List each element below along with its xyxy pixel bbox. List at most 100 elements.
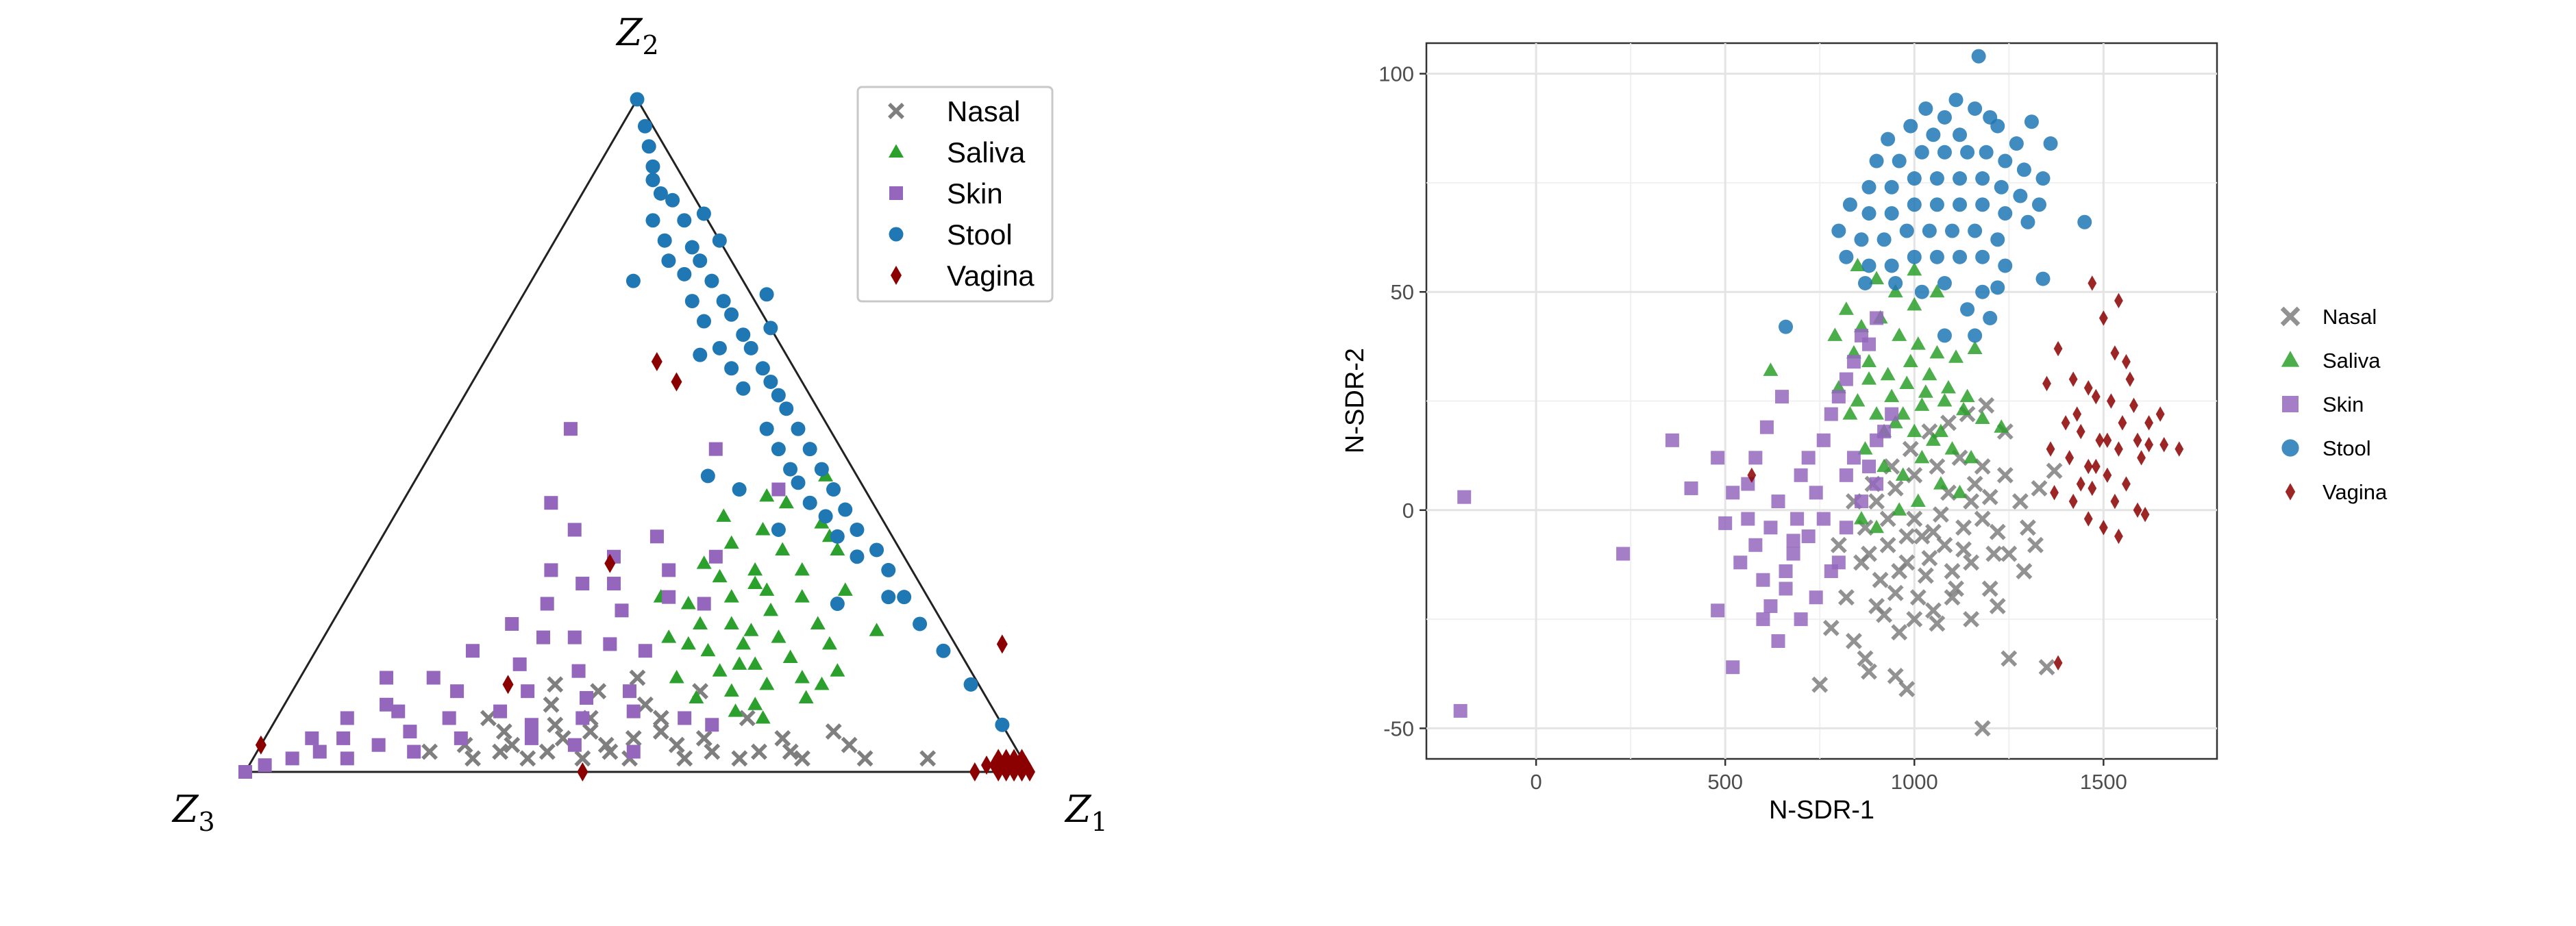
- sdr-point-saliva: [1994, 419, 2009, 433]
- ternary-point-nasal: [782, 743, 799, 760]
- ternary-point-nasal: [574, 750, 591, 767]
- sdr-point-stool: [1968, 223, 1983, 238]
- sdr-point-skin: [1786, 547, 1800, 561]
- ternary-point-nasal: [668, 736, 685, 753]
- ternary-point-stool: [759, 287, 774, 302]
- ternary-point-nasal: [519, 750, 536, 767]
- sdr-point-saliva: [1907, 262, 1922, 276]
- sdr-point-nasal: [1932, 506, 1949, 523]
- sdr-point-saliva: [1937, 393, 1953, 407]
- sdr-point-vagina: [2144, 437, 2154, 453]
- ternary-legend-key-saliva: [889, 144, 904, 158]
- sdr-point-skin: [1759, 420, 1774, 434]
- ternary-point-stool: [645, 213, 660, 228]
- sdr-point-skin: [1779, 564, 1793, 579]
- ternary-legend-key-skin: [889, 186, 903, 200]
- ternary-point-stool: [626, 273, 641, 288]
- sdr-legend-key-skin: [2282, 396, 2299, 412]
- ternary-point-stool: [684, 240, 699, 255]
- ternary-point-stool: [684, 294, 699, 309]
- sdr-point-stool: [1922, 223, 1937, 238]
- ternary-point-nasal: [602, 743, 619, 760]
- ternary-point-skin: [607, 577, 621, 591]
- sdr-point-saliva: [1929, 345, 1945, 359]
- ternary-point-skin: [426, 671, 441, 685]
- ternary-point-stool: [779, 401, 794, 416]
- ternary-legend-key-stool: [889, 227, 904, 242]
- ternary-point-skin: [603, 637, 617, 651]
- sdr-point-skin: [1763, 521, 1778, 535]
- sdr-point-skin: [1748, 451, 1763, 465]
- sdr-point-vagina: [2095, 432, 2105, 449]
- sdr-point-nasal: [1917, 567, 1934, 584]
- sdr-point-nasal: [1914, 528, 1931, 545]
- sdr-point-stool: [2035, 171, 2051, 186]
- sdr-point-stool: [1998, 153, 2013, 168]
- ternary-point-saliva: [747, 575, 763, 590]
- ternary-point-nasal: [547, 676, 564, 693]
- ternary-point-skin: [567, 738, 582, 752]
- ternary-point-skin: [615, 603, 629, 618]
- sdr-point-skin: [1816, 512, 1831, 526]
- sdr-point-stool: [1990, 232, 2005, 247]
- ternary-point-skin: [521, 684, 535, 699]
- sdr-point-nasal: [2038, 659, 2055, 676]
- ternary-point-nasal: [480, 710, 497, 727]
- ternary-point-skin: [567, 523, 582, 537]
- ternary-point-nasal: [739, 710, 756, 727]
- sdr-point-saliva: [1933, 423, 1948, 438]
- ternary-point-saliva: [830, 542, 845, 555]
- sdr-point-nasal: [2046, 462, 2063, 479]
- ternary-triangle: [243, 97, 1032, 773]
- ternary-point-vagina: [502, 675, 514, 694]
- sdr-point-nasal: [1963, 611, 1980, 628]
- sdr-point-stool: [1953, 197, 1968, 212]
- sdr-point-stool: [1861, 258, 1877, 273]
- ternary-point-stool: [897, 590, 912, 605]
- sdr-point-saliva: [1964, 449, 1979, 464]
- ternary-point-stool: [791, 475, 806, 490]
- sdr-point-vagina: [2175, 441, 2184, 457]
- sdr-point-vagina: [2046, 441, 2055, 457]
- sdr-point-saliva: [1869, 271, 1885, 285]
- sdr-point-vagina: [2053, 340, 2063, 357]
- ternary-point-skin: [403, 725, 417, 739]
- ternary-point-stool: [693, 347, 708, 362]
- sdr-point-stool: [1869, 153, 1884, 168]
- ternary-point-skin: [662, 563, 676, 577]
- sdr-point-stool: [2043, 136, 2058, 151]
- ternary-point-saliva: [723, 589, 739, 603]
- sdr-point-stool: [1877, 232, 1892, 247]
- sdr-point-vagina: [2137, 450, 2146, 466]
- sdr-point-stool: [1953, 127, 1968, 142]
- sdr-point-skin: [1779, 581, 1793, 596]
- ternary-point-nasal: [652, 723, 669, 740]
- sdr-point-nasal: [1985, 545, 2003, 562]
- ternary-point-saliva: [759, 488, 775, 502]
- sdr-point-vagina: [2083, 380, 2093, 396]
- sdr-point-skin: [1801, 451, 1816, 465]
- sdr-point-vagina: [2083, 511, 2093, 527]
- sdr-point-skin: [1756, 573, 1770, 587]
- sdr-point-vagina: [2103, 467, 2112, 484]
- sdr-legend-key-vagina: [2285, 483, 2296, 501]
- sdr-point-stool: [2035, 271, 2051, 286]
- ternary-point-skin: [258, 758, 272, 773]
- ternary-point-nasal: [504, 736, 521, 753]
- sdr-point-stool: [1937, 145, 1952, 160]
- sdr-point-vagina: [2133, 432, 2142, 449]
- sdr-point-stool: [1857, 275, 1872, 290]
- ternary-point-saliva: [794, 589, 810, 603]
- sdr-point-nasal: [2001, 545, 2018, 562]
- sdr-point-saliva: [1974, 410, 1990, 424]
- sdr-point-skin: [1846, 355, 1861, 369]
- sdr-point-nasal: [1924, 602, 1942, 619]
- sdr-point-stool: [1953, 171, 1968, 186]
- sdr-point-vagina: [2114, 292, 2123, 309]
- ternary-point-stool: [755, 361, 770, 376]
- ternary-point-skin: [708, 442, 723, 456]
- sdr-point-nasal: [2031, 479, 2048, 497]
- sdr-point-skin: [1457, 490, 1472, 504]
- ternary-point-saliva: [723, 683, 739, 697]
- ternary-point-nasal: [547, 716, 564, 734]
